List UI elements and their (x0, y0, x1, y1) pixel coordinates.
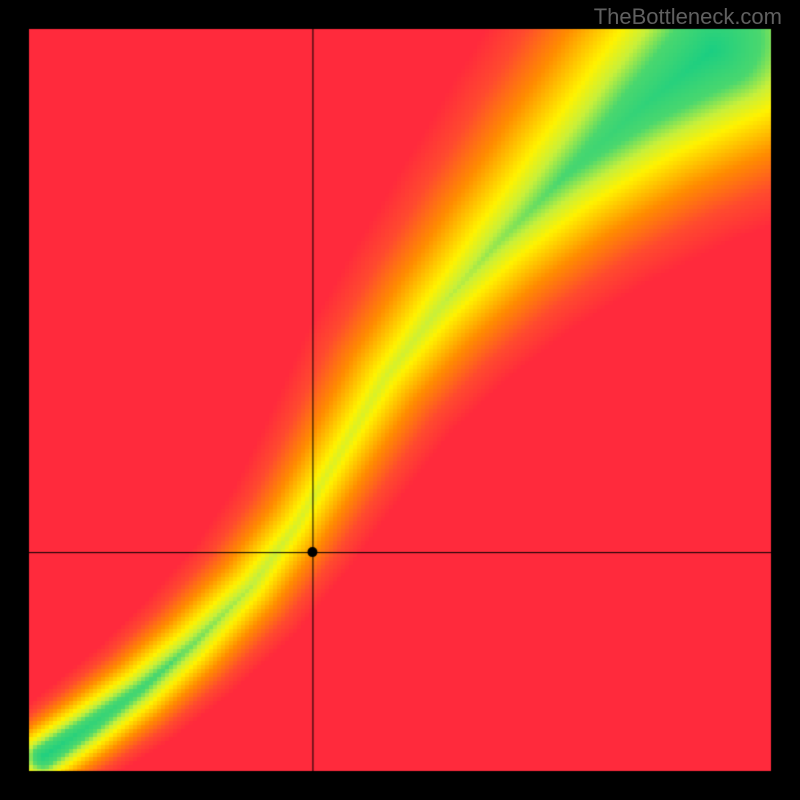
chart-container: TheBottleneck.com (0, 0, 800, 800)
watermark-text: TheBottleneck.com (594, 4, 782, 30)
heatmap-canvas (0, 0, 800, 800)
